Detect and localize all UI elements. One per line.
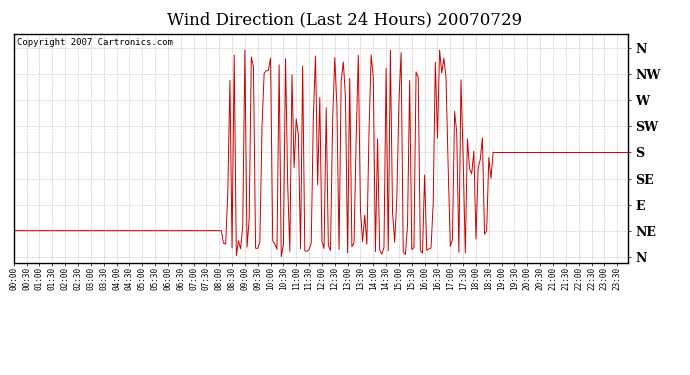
Text: Wind Direction (Last 24 Hours) 20070729: Wind Direction (Last 24 Hours) 20070729 bbox=[168, 11, 522, 28]
Text: Copyright 2007 Cartronics.com: Copyright 2007 Cartronics.com bbox=[17, 38, 172, 47]
